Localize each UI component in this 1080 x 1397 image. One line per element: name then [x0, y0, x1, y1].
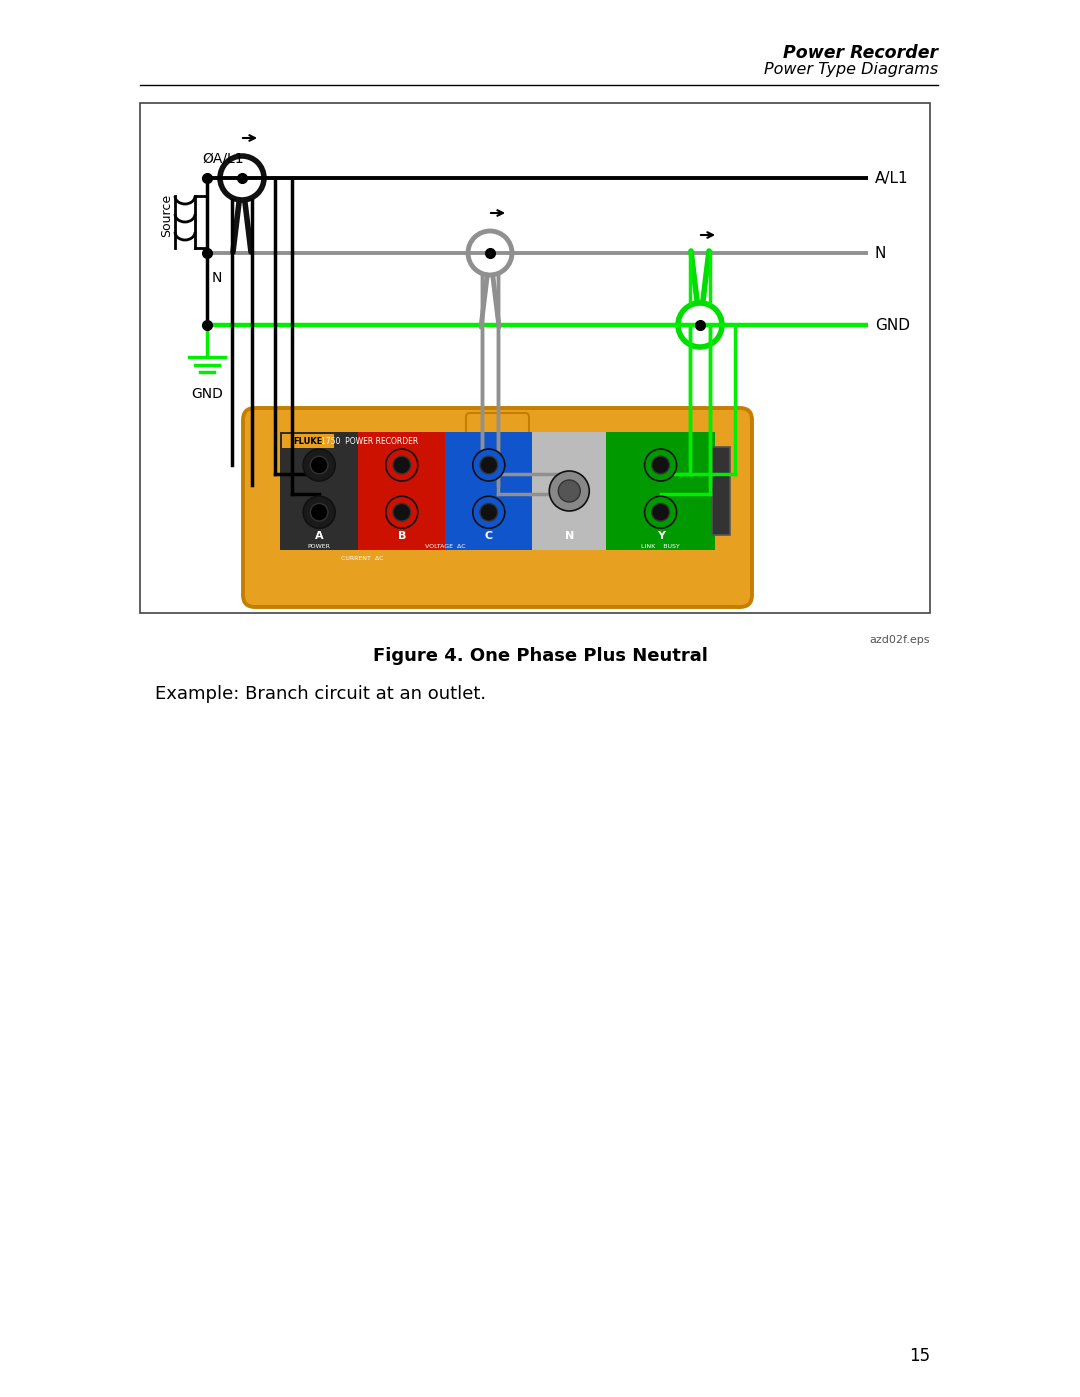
Text: GND: GND	[875, 317, 910, 332]
Text: GND: GND	[191, 387, 222, 401]
Circle shape	[310, 503, 328, 521]
Circle shape	[310, 457, 328, 474]
Circle shape	[386, 448, 418, 481]
Bar	[712, 447, 730, 535]
Circle shape	[480, 503, 498, 521]
Text: Power Type Diagrams: Power Type Diagrams	[764, 61, 939, 77]
Bar	[282, 434, 334, 448]
Text: C: C	[485, 531, 492, 541]
Text: N: N	[212, 271, 222, 285]
Circle shape	[558, 481, 580, 502]
Text: B: B	[397, 531, 406, 541]
Text: Power Recorder: Power Recorder	[783, 43, 939, 61]
Circle shape	[393, 457, 410, 474]
Bar	[359, 432, 445, 550]
Circle shape	[473, 496, 504, 528]
Circle shape	[652, 457, 670, 474]
Circle shape	[480, 457, 498, 474]
Bar	[606, 432, 715, 550]
FancyBboxPatch shape	[465, 414, 529, 441]
Circle shape	[652, 503, 670, 521]
Text: LINK    BUSY: LINK BUSY	[642, 543, 680, 549]
Circle shape	[645, 448, 677, 481]
Text: A/L1: A/L1	[875, 170, 908, 186]
Circle shape	[645, 496, 677, 528]
Circle shape	[386, 496, 418, 528]
Text: azd02f.eps: azd02f.eps	[869, 636, 930, 645]
Text: VOLTAGE  ΔC: VOLTAGE ΔC	[426, 543, 465, 549]
Bar	[532, 432, 606, 550]
Circle shape	[393, 503, 410, 521]
Text: Example: Branch circuit at an outlet.: Example: Branch circuit at an outlet.	[156, 685, 486, 703]
Circle shape	[303, 448, 335, 481]
Text: CURRENT  ΔC: CURRENT ΔC	[341, 556, 383, 562]
Text: N: N	[875, 246, 887, 260]
Text: POWER: POWER	[308, 543, 330, 549]
Text: Figure 4. One Phase Plus Neutral: Figure 4. One Phase Plus Neutral	[373, 647, 707, 665]
Text: ØA/L1: ØA/L1	[202, 152, 244, 166]
Text: FLUKE: FLUKE	[294, 436, 323, 446]
Circle shape	[303, 496, 335, 528]
Circle shape	[550, 471, 590, 511]
Text: A: A	[315, 531, 324, 541]
Bar	[445, 432, 532, 550]
Circle shape	[473, 448, 504, 481]
FancyBboxPatch shape	[243, 408, 752, 608]
Text: N: N	[565, 531, 573, 541]
Text: 15: 15	[909, 1347, 930, 1365]
Text: Y: Y	[657, 531, 664, 541]
Bar	[280, 432, 715, 550]
Text: 1750  POWER RECORDER: 1750 POWER RECORDER	[322, 436, 419, 446]
Text: Source: Source	[161, 194, 174, 237]
Bar	[140, 103, 930, 613]
